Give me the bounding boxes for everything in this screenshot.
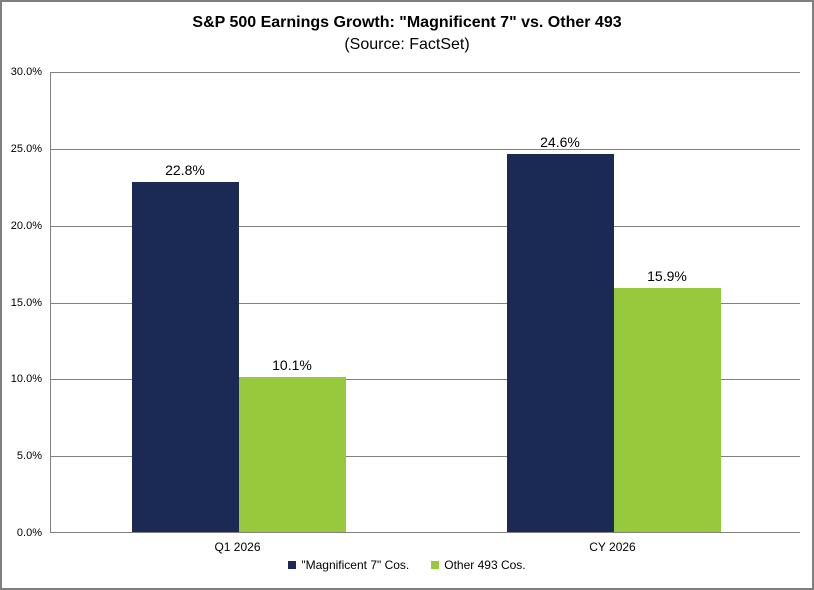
gridline bbox=[51, 302, 800, 304]
bar-series-0-cat-0 bbox=[131, 181, 239, 532]
y-tick-label: 25.0% bbox=[10, 142, 42, 155]
bar-value-label: 15.9% bbox=[647, 267, 687, 284]
x-tick-label: CY 2026 bbox=[589, 540, 636, 554]
legend-swatch-icon bbox=[288, 561, 297, 569]
bar-series-1-cat-0 bbox=[238, 376, 346, 532]
gridline bbox=[51, 456, 800, 458]
y-tick-label: 0.0% bbox=[16, 527, 42, 539]
legend-item-1: Other 493 Cos. bbox=[431, 558, 526, 572]
gridline bbox=[51, 72, 800, 73]
gridline bbox=[51, 379, 800, 381]
chart-title: S&P 500 Earnings Growth: "Magnificent 7"… bbox=[192, 14, 622, 31]
y-tick-label: 15.0% bbox=[10, 296, 42, 309]
bar-value-label: 22.8% bbox=[165, 161, 205, 178]
gridline bbox=[51, 148, 800, 150]
legend-swatch-icon bbox=[431, 561, 440, 569]
plot-area: 22.8% 10.1% 24.6% 15.9% bbox=[50, 72, 800, 533]
legend-label: "Magnificent 7" Cos. bbox=[301, 558, 410, 572]
legend: "Magnificent 7" Cos. Other 493 Cos. bbox=[2, 558, 812, 572]
bar-series-0-cat-1 bbox=[506, 153, 614, 532]
bar-value-label: 10.1% bbox=[272, 356, 312, 373]
legend-label: Other 493 Cos. bbox=[444, 558, 526, 572]
gridline bbox=[51, 225, 800, 227]
legend-item-0: "Magnificent 7" Cos. bbox=[288, 558, 409, 572]
chart-subtitle: (Source: FactSet) bbox=[344, 36, 470, 53]
x-tick-label: Q1 2026 bbox=[214, 540, 261, 554]
bar-value-label: 24.6% bbox=[540, 133, 580, 150]
y-tick-label: 5.0% bbox=[16, 450, 42, 463]
y-tick-label: 10.0% bbox=[10, 373, 42, 386]
bar-series-1-cat-1 bbox=[613, 287, 721, 532]
y-tick-label: 30.0% bbox=[10, 66, 42, 78]
y-tick-label: 20.0% bbox=[10, 219, 42, 232]
